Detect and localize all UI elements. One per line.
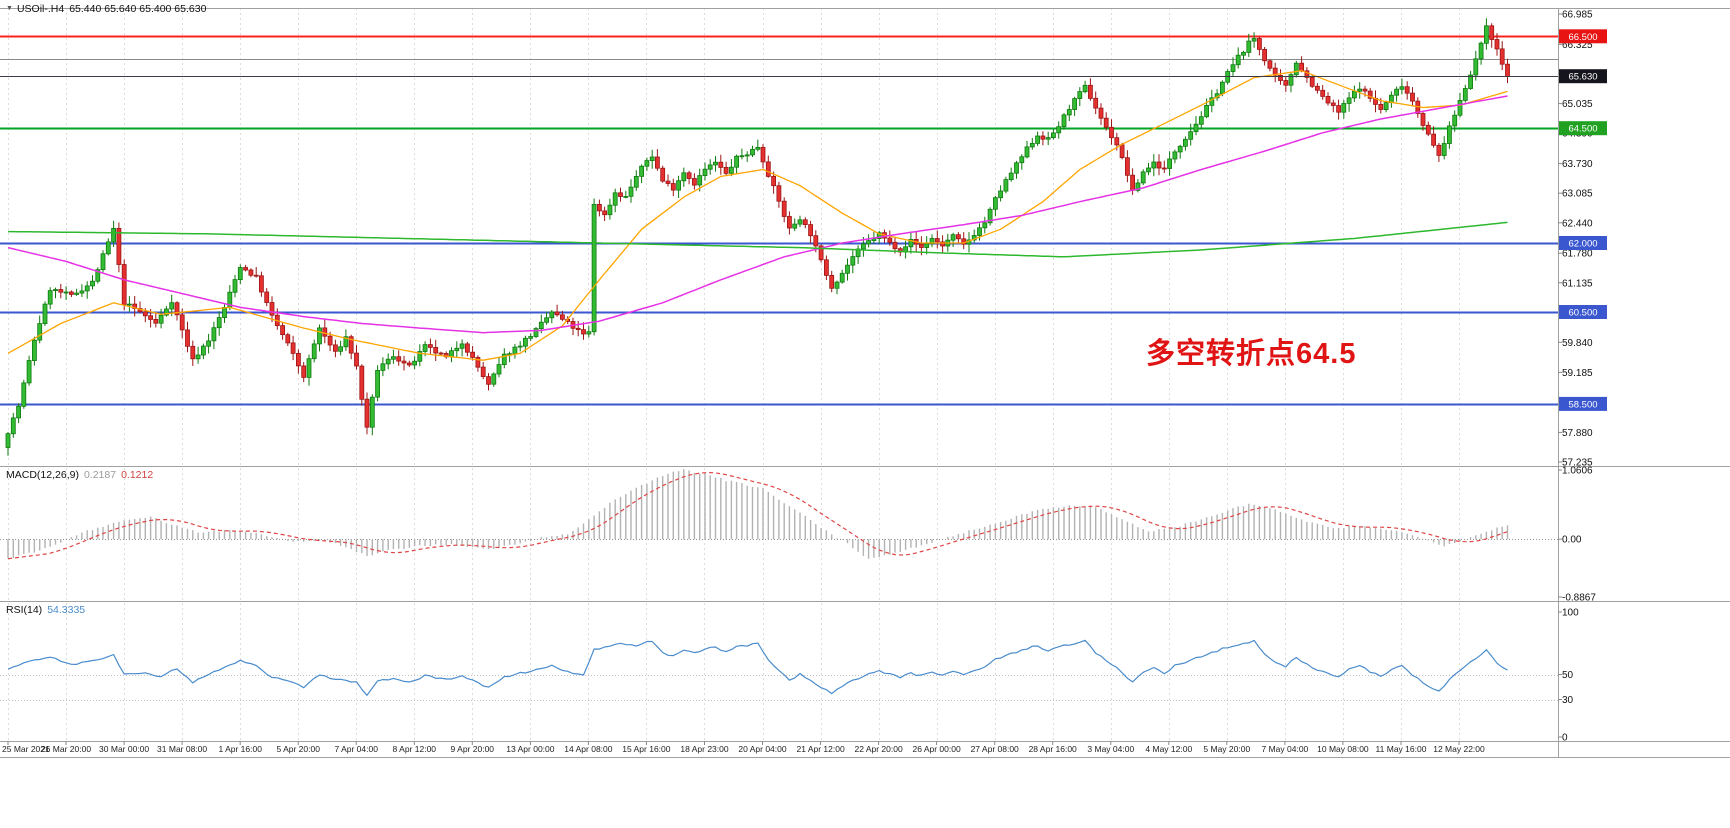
date-axis-label: 15 Apr 16:00 xyxy=(622,744,670,754)
price-axis-label: 57.235 xyxy=(1562,458,1593,469)
date-axis-label: 22 Apr 20:00 xyxy=(854,744,902,754)
rsi-axis-label: 100 xyxy=(1562,608,1579,619)
candle-wicks-up xyxy=(7,18,1487,456)
price-axis-label: 66.325 xyxy=(1562,40,1593,51)
rsi-line xyxy=(7,639,1508,696)
price-axis-label: 61.135 xyxy=(1562,278,1593,289)
date-axis-label: 13 Apr 00:00 xyxy=(506,744,554,754)
svg-text:65.630: 65.630 xyxy=(1568,72,1597,83)
date-axis-label: 10 May 08:00 xyxy=(1317,744,1369,754)
price-badge-65.630: 65.630 xyxy=(1559,69,1607,84)
ma-fast-orange xyxy=(7,70,1508,361)
date-axis-label: 20 Apr 04:00 xyxy=(738,744,786,754)
svg-text:60.500: 60.500 xyxy=(1568,308,1597,319)
rsi-value: 54.3335 xyxy=(47,604,86,616)
date-axis-label: 26 Mar 20:00 xyxy=(41,744,91,754)
macd-signal-value: 0.1212 xyxy=(121,469,154,481)
macd-axis-label: -0.8867 xyxy=(1562,593,1596,604)
price-axis-label: 66.985 xyxy=(1562,10,1593,21)
date-axis-label: 25 Mar 2021 xyxy=(2,744,50,754)
date-axis-label: 8 Apr 12:00 xyxy=(393,744,437,754)
price-badge-62.000: 62.000 xyxy=(1559,236,1607,250)
price-axis-label: 65.035 xyxy=(1562,99,1593,110)
price-axis-label: 63.085 xyxy=(1562,189,1593,200)
price-axis-label: 59.840 xyxy=(1562,338,1593,349)
date-axis-label: 3 May 04:00 xyxy=(1087,744,1134,754)
rsi-axis-label: 30 xyxy=(1562,695,1574,706)
annotation-text[interactable]: 多空转折点64.5 xyxy=(1146,338,1357,370)
date-axis-label: 27 Apr 08:00 xyxy=(971,744,1019,754)
price-badge-60.500: 60.500 xyxy=(1559,305,1607,319)
price-axis-label: 59.185 xyxy=(1562,368,1593,379)
ma-slow-green xyxy=(8,221,1508,258)
date-axis-label: 7 Apr 04:00 xyxy=(334,744,378,754)
price-axis-label: 62.440 xyxy=(1562,218,1593,229)
svg-text:66.500: 66.500 xyxy=(1568,32,1597,43)
macd-axis-label: 0.00 xyxy=(1562,535,1582,546)
price-axis-label: 61.780 xyxy=(1562,249,1593,260)
price-axis-label: 63.730 xyxy=(1562,159,1593,170)
price-badge-58.500: 58.500 xyxy=(1559,396,1607,411)
date-axis-label: 18 Apr 23:00 xyxy=(680,744,728,754)
date-axis-label: 5 Apr 20:00 xyxy=(276,744,320,754)
candle-bodies-down xyxy=(58,25,1510,428)
symbol-title-label: USOil-.H4 xyxy=(16,3,65,15)
date-axis-label: 4 May 12:00 xyxy=(1145,744,1192,754)
price-badge-64.500: 64.500 xyxy=(1559,121,1607,136)
date-axis-label: 26 Apr 00:00 xyxy=(912,744,960,754)
date-axis-label: 9 Apr 20:00 xyxy=(451,744,495,754)
symbol-dropdown-icon: ▼ xyxy=(6,5,13,12)
macd-main-value: 0.2187 xyxy=(83,469,117,481)
svg-text:62.000: 62.000 xyxy=(1568,239,1597,250)
date-axis-label: 31 Mar 08:00 xyxy=(157,744,207,754)
date-axis-label: 7 May 04:00 xyxy=(1262,744,1309,754)
rsi-axis-label: 0 xyxy=(1562,733,1568,744)
date-axis-label: 14 Apr 08:00 xyxy=(564,744,612,754)
date-axis-label: 11 May 16:00 xyxy=(1376,744,1427,754)
price-axis-label: 57.880 xyxy=(1562,428,1593,439)
date-axis-label: 1 Apr 16:00 xyxy=(218,744,262,754)
ma-mid-magenta xyxy=(7,95,1508,334)
rsi-axis-label: 50 xyxy=(1562,670,1574,681)
svg-text:64.500: 64.500 xyxy=(1568,124,1597,135)
date-axis-label: 12 May 22:00 xyxy=(1433,744,1485,754)
macd-signal-line xyxy=(7,471,1508,560)
price-badge-66.500: 66.500 xyxy=(1559,29,1607,44)
date-axis-label: 30 Mar 00:00 xyxy=(99,744,149,754)
rsi-title: RSI(14) 54.3335 xyxy=(6,604,85,616)
svg-text:58.500: 58.500 xyxy=(1568,399,1597,410)
ohlc-values: 65.440 65.640 65.400 65.630 xyxy=(69,3,207,15)
rsi-title-label: RSI(14) xyxy=(6,604,43,616)
macd-title: MACD(12,26,9) 0.2187 0.1212 xyxy=(6,469,153,481)
macd-axis-label: 1.0606 xyxy=(1562,466,1593,477)
candle-bodies-up xyxy=(5,25,1489,448)
macd-histogram xyxy=(7,469,1509,559)
macd-title-label: MACD(12,26,9) xyxy=(6,469,79,481)
date-axis-label: 5 May 20:00 xyxy=(1203,744,1250,754)
date-axis-label: 28 Apr 16:00 xyxy=(1029,744,1077,754)
date-axis-label: 21 Apr 12:00 xyxy=(796,744,844,754)
symbol-title: ▼ USOil-.H4 65.440 65.640 65.400 65.630 xyxy=(6,3,206,15)
